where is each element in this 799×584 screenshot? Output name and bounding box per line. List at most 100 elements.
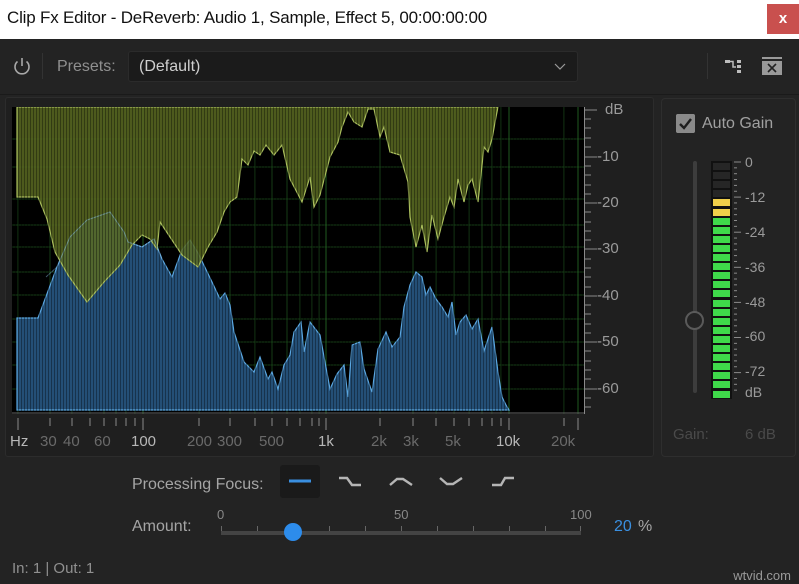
db-scale bbox=[584, 107, 597, 414]
db-label: -50 bbox=[597, 333, 619, 350]
meter-segment bbox=[713, 208, 730, 216]
amount-slider-thumb[interactable] bbox=[284, 523, 302, 541]
toolbar: Presets: (Default) bbox=[0, 39, 799, 95]
hz-label: 300 bbox=[217, 433, 243, 450]
meter-segment bbox=[713, 326, 730, 334]
divider bbox=[707, 53, 708, 79]
amount-tick-label: 100 bbox=[570, 507, 592, 522]
meter-label: -60 bbox=[745, 328, 766, 344]
meter-segment bbox=[713, 308, 730, 316]
amount-label: Amount: bbox=[132, 518, 192, 535]
hz-label: 30 bbox=[40, 433, 57, 450]
low-focus-icon bbox=[339, 476, 361, 487]
processing-focus-label: Processing Focus: bbox=[132, 476, 264, 493]
meter-segment bbox=[713, 172, 730, 180]
hz-label: 5k bbox=[445, 433, 461, 450]
window-title: Clip Fx Editor - DeReverb: Audio 1, Samp… bbox=[7, 8, 487, 27]
hz-ticks bbox=[17, 418, 579, 430]
hz-label: 500 bbox=[259, 433, 285, 450]
meter-segment bbox=[713, 181, 730, 189]
remove-effect-icon[interactable] bbox=[761, 56, 783, 76]
hz-label: 1k bbox=[318, 433, 334, 450]
spectrum-svg bbox=[12, 107, 584, 414]
db-label: -30 bbox=[597, 240, 619, 257]
focus-flat-button[interactable] bbox=[280, 465, 320, 498]
routing-icon[interactable] bbox=[724, 57, 744, 77]
meter-segment bbox=[713, 199, 730, 207]
db-unit-label: dB bbox=[605, 101, 624, 118]
meter-segment bbox=[713, 390, 730, 398]
high-focus-icon bbox=[492, 476, 514, 487]
db-label: -10 bbox=[597, 148, 619, 165]
amount-tick-label: 0 bbox=[217, 507, 225, 522]
meter-segment bbox=[713, 281, 730, 289]
auto-gain-label: Auto Gain bbox=[702, 115, 774, 132]
focus-midcut-button[interactable] bbox=[431, 465, 471, 498]
meter-segment bbox=[713, 354, 730, 362]
meter-label: -36 bbox=[745, 259, 766, 275]
hz-label: 3k bbox=[403, 433, 419, 450]
meter-segment bbox=[713, 317, 730, 325]
presets-value: (Default) bbox=[139, 58, 201, 75]
meter-segment bbox=[713, 263, 730, 271]
meter-segment bbox=[713, 335, 730, 343]
meter-segment bbox=[713, 345, 730, 352]
gain-slider-thumb[interactable] bbox=[685, 311, 704, 330]
focus-low-button[interactable] bbox=[330, 465, 370, 498]
power-icon[interactable] bbox=[11, 55, 33, 77]
presets-dropdown[interactable]: (Default) bbox=[128, 51, 578, 82]
hz-label: 40 bbox=[63, 433, 80, 450]
flat-focus-icon bbox=[289, 479, 311, 483]
meter-segment bbox=[713, 254, 730, 261]
meter-segment bbox=[713, 226, 730, 234]
chevron-down-icon bbox=[554, 63, 566, 70]
gain-label: Gain: bbox=[673, 426, 709, 443]
close-button[interactable]: x bbox=[767, 4, 799, 34]
meter-unit-label: dB bbox=[745, 384, 763, 400]
amount-tick-label: 50 bbox=[394, 507, 409, 522]
midcut-focus-icon bbox=[439, 477, 463, 486]
meter-label: 0 bbox=[745, 154, 753, 170]
meter-segment bbox=[713, 372, 730, 380]
meter-label: -12 bbox=[745, 189, 766, 205]
hz-label: 200 bbox=[187, 433, 213, 450]
spectrum-graph bbox=[12, 107, 584, 414]
meter-segment bbox=[713, 272, 730, 280]
meter-segment bbox=[713, 190, 730, 198]
db-label: -20 bbox=[597, 194, 619, 211]
meter-segment bbox=[713, 299, 730, 307]
hz-unit-label: Hz bbox=[10, 433, 29, 450]
meter-label: -24 bbox=[745, 224, 766, 240]
focus-mid-button[interactable] bbox=[381, 465, 421, 498]
hz-label: 10k bbox=[496, 433, 521, 450]
title-bar: Clip Fx Editor - DeReverb: Audio 1, Samp… bbox=[0, 0, 799, 39]
meter-segment bbox=[713, 381, 730, 389]
meter-segment bbox=[713, 163, 730, 170]
amount-value[interactable]: 20 bbox=[614, 518, 632, 535]
hz-label: 100 bbox=[131, 433, 157, 450]
meter-label: -48 bbox=[745, 294, 766, 310]
hz-label: 2k bbox=[371, 433, 387, 450]
hz-label: 20k bbox=[551, 433, 576, 450]
gain-value: 6 dB bbox=[745, 426, 776, 443]
gain-slider-track[interactable] bbox=[693, 161, 697, 393]
mid-focus-icon bbox=[389, 477, 413, 486]
meter-segment bbox=[713, 290, 730, 298]
hz-label: 60 bbox=[94, 433, 111, 450]
divider bbox=[42, 53, 43, 79]
level-meter bbox=[711, 161, 732, 399]
presets-label: Presets: bbox=[57, 58, 116, 75]
io-status: In: 1 | Out: 1 bbox=[12, 560, 95, 577]
auto-gain-checkbox[interactable] bbox=[676, 114, 695, 133]
db-label: -60 bbox=[597, 380, 619, 397]
db-label: -40 bbox=[597, 287, 619, 304]
amount-unit: % bbox=[638, 518, 653, 535]
focus-high-button[interactable] bbox=[483, 465, 523, 498]
amount-slider-track[interactable] bbox=[221, 526, 581, 535]
meter-ticks bbox=[734, 161, 741, 391]
meter-segment bbox=[713, 235, 730, 243]
meter-segment bbox=[713, 244, 730, 252]
meter-segment bbox=[713, 363, 730, 371]
meter-label: -72 bbox=[745, 363, 766, 379]
watermark: wtvid.com bbox=[733, 568, 791, 583]
